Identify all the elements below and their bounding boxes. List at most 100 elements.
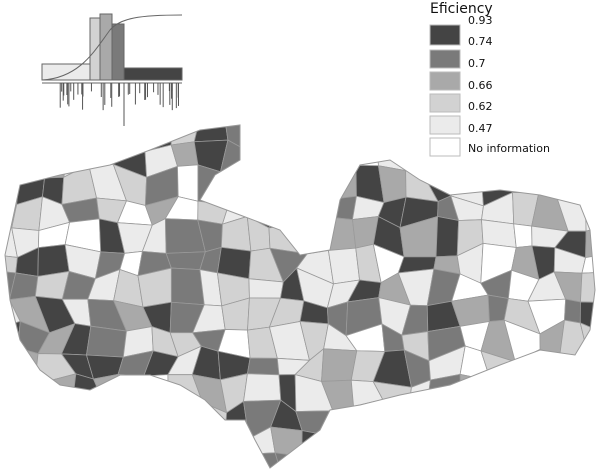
- municipality: [580, 164, 595, 199]
- municipality: [300, 217, 335, 255]
- municipality: [170, 267, 205, 306]
- municipality: [5, 409, 24, 429]
- municipality: [321, 348, 358, 382]
- municipality: [268, 190, 302, 229]
- hist-bar: [41, 63, 91, 81]
- municipality: [65, 429, 97, 458]
- municipality: [481, 219, 517, 248]
- legend-swatch: [429, 24, 461, 46]
- municipality: [584, 189, 595, 232]
- municipality: [18, 381, 41, 413]
- municipality: [509, 454, 545, 468]
- municipality: [373, 399, 411, 440]
- municipality: [425, 438, 464, 451]
- municipality: [559, 356, 590, 386]
- municipality: [197, 456, 230, 468]
- municipality: [114, 424, 155, 460]
- municipality: [165, 251, 206, 271]
- municipality: [60, 125, 102, 149]
- municipality: [244, 125, 284, 154]
- municipality: [242, 149, 283, 171]
- municipality: [177, 164, 199, 202]
- municipality: [580, 271, 595, 304]
- municipality: [327, 217, 357, 251]
- municipality: [460, 397, 480, 440]
- municipality: [534, 405, 569, 434]
- municipality: [435, 215, 460, 258]
- legend-swatch: [429, 137, 461, 157]
- legend-title: Eficiency: [430, 1, 493, 17]
- municipality: [558, 457, 590, 468]
- municipality: [5, 347, 20, 385]
- municipality: [562, 403, 593, 434]
- municipality: [529, 429, 569, 461]
- legend-label: 0.7: [468, 57, 486, 70]
- municipality: [306, 147, 333, 167]
- municipality: [320, 464, 359, 468]
- legend-swatch: [429, 49, 461, 69]
- municipality: [86, 325, 127, 358]
- cumulative-line: [41, 14, 183, 81]
- municipality: [554, 144, 591, 179]
- municipality: [219, 453, 253, 468]
- municipality: [37, 244, 70, 277]
- hist-bar: [111, 23, 125, 81]
- municipality: [584, 426, 595, 459]
- municipality: [322, 163, 357, 200]
- municipality: [5, 381, 23, 411]
- municipality: [301, 455, 328, 468]
- municipality: [242, 168, 279, 207]
- municipality: [528, 348, 565, 384]
- municipality: [371, 452, 415, 468]
- municipality: [5, 125, 16, 143]
- municipality: [581, 251, 595, 274]
- municipality: [587, 125, 595, 152]
- municipality: [153, 398, 178, 426]
- municipality: [503, 373, 536, 413]
- rug: [59, 83, 180, 126]
- municipality: [17, 423, 49, 459]
- municipality: [327, 247, 361, 285]
- municipality: [34, 144, 72, 179]
- municipality: [327, 434, 360, 466]
- municipality: [321, 137, 357, 166]
- municipality: [460, 435, 485, 456]
- municipality: [113, 407, 155, 427]
- municipality: [501, 429, 538, 463]
- municipality: [219, 169, 252, 207]
- municipality: [96, 397, 116, 439]
- legend-swatch: [429, 115, 461, 135]
- municipality: [5, 423, 20, 463]
- legend-label: 0.66: [468, 79, 493, 92]
- municipality: [165, 455, 206, 468]
- municipality: [557, 125, 590, 153]
- municipality: [352, 125, 384, 145]
- municipality: [224, 433, 253, 458]
- legend-label: No information: [468, 142, 550, 155]
- municipality: [281, 125, 310, 154]
- municipality: [5, 320, 21, 356]
- municipality: [478, 379, 507, 409]
- legend-label: 0.93: [468, 14, 493, 27]
- municipality: [243, 373, 282, 402]
- municipality: [301, 430, 334, 466]
- municipality: [300, 190, 336, 226]
- municipality: [274, 452, 306, 468]
- legend-label: 0.62: [468, 100, 493, 113]
- municipality: [478, 429, 518, 463]
- legend-swatch: [429, 93, 461, 113]
- municipality: [92, 373, 119, 409]
- municipality: [554, 164, 586, 199]
- municipality: [295, 125, 336, 153]
- municipality: [453, 449, 484, 468]
- municipality: [65, 397, 103, 439]
- municipality: [580, 145, 595, 170]
- municipality: [5, 451, 20, 468]
- state-outline: [4, 124, 596, 469]
- municipality: [37, 456, 74, 468]
- municipality: [246, 357, 280, 376]
- legend-swatch: [429, 71, 461, 91]
- municipality: [141, 458, 172, 468]
- legend: Eficiency 0.93 0.74 0.7 0.66 0.62 0.47 No info…: [429, 1, 550, 157]
